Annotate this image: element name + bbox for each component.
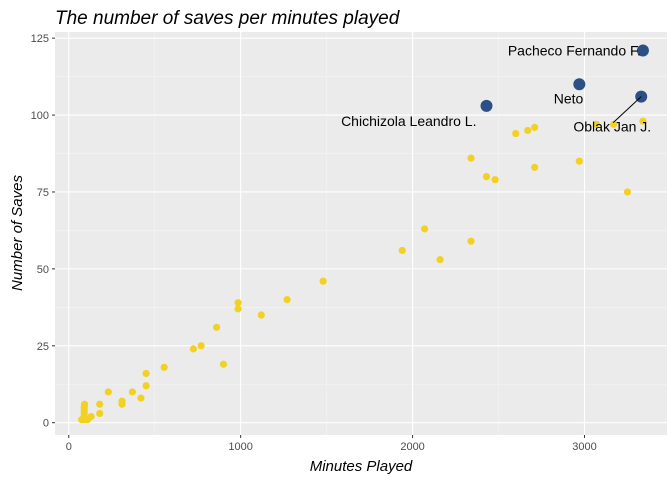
x-tick-label: 3000 xyxy=(572,441,596,453)
data-point xyxy=(212,323,221,331)
point-annotations: Chichizola Leandro L. Neto Pacheco Fernand… xyxy=(341,42,651,134)
data-point xyxy=(575,157,583,165)
data-point xyxy=(436,256,444,264)
data-point xyxy=(234,305,242,313)
annotation-label: Chichizola Leandro L. xyxy=(341,113,476,129)
x-tick-label: 1000 xyxy=(228,441,252,453)
data-point xyxy=(160,363,168,371)
data-point xyxy=(467,237,475,245)
grid-minor xyxy=(55,32,667,435)
data-point xyxy=(104,388,112,396)
data-point xyxy=(398,246,406,255)
data-point xyxy=(189,345,197,353)
data-point xyxy=(234,299,242,307)
y-axis-title: Number of Saves xyxy=(9,175,26,291)
y-tick-label: 0 xyxy=(43,418,49,430)
data-point xyxy=(87,412,95,421)
data-point xyxy=(128,388,136,396)
annotation-leader-line xyxy=(612,96,642,123)
highlighted-point xyxy=(480,99,493,112)
chart-title: The number of saves per minutes played xyxy=(55,8,401,29)
x-tick-label: 0 xyxy=(66,441,72,453)
data-point xyxy=(639,117,647,125)
highlighted-point xyxy=(636,44,649,57)
data-point xyxy=(137,394,145,402)
data-point xyxy=(592,120,601,128)
data-point xyxy=(421,225,429,233)
data-point xyxy=(623,188,632,196)
data-points xyxy=(78,117,647,424)
y-tick-label: 125 xyxy=(31,33,49,45)
y-axis-ticks: 0 25 50 75 100 125 xyxy=(31,33,55,430)
x-tick-label: 2000 xyxy=(400,441,424,453)
data-point xyxy=(524,126,532,135)
annotation-label: Pacheco Fernando F. xyxy=(508,42,641,58)
y-tick-label: 75 xyxy=(37,187,49,199)
x-axis-title: Minutes Played xyxy=(310,458,413,475)
plot-background xyxy=(55,32,667,435)
highlighted-point xyxy=(573,78,586,91)
data-point xyxy=(142,369,150,378)
data-point xyxy=(531,123,539,131)
data-point xyxy=(257,311,265,319)
data-point xyxy=(482,172,491,181)
data-point xyxy=(96,409,104,418)
y-tick-label: 50 xyxy=(37,264,49,276)
data-point xyxy=(142,382,150,390)
data-point xyxy=(531,163,539,171)
data-point xyxy=(118,397,126,405)
grid-major xyxy=(55,32,667,435)
data-point xyxy=(219,360,228,368)
y-tick-label: 25 xyxy=(37,341,49,353)
data-point xyxy=(512,129,520,138)
data-point xyxy=(491,176,499,184)
data-point xyxy=(467,154,475,162)
y-tick-label: 100 xyxy=(31,110,49,122)
data-point xyxy=(80,400,89,408)
annotation-label: Oblak Jan J. xyxy=(573,119,651,135)
data-point xyxy=(283,296,291,304)
data-point xyxy=(610,120,618,128)
x-axis-ticks: 0 1000 2000 3000 xyxy=(66,435,597,453)
data-point xyxy=(96,400,104,408)
data-point xyxy=(319,277,327,285)
annotation-label: Neto xyxy=(554,90,584,106)
data-point xyxy=(197,342,205,350)
